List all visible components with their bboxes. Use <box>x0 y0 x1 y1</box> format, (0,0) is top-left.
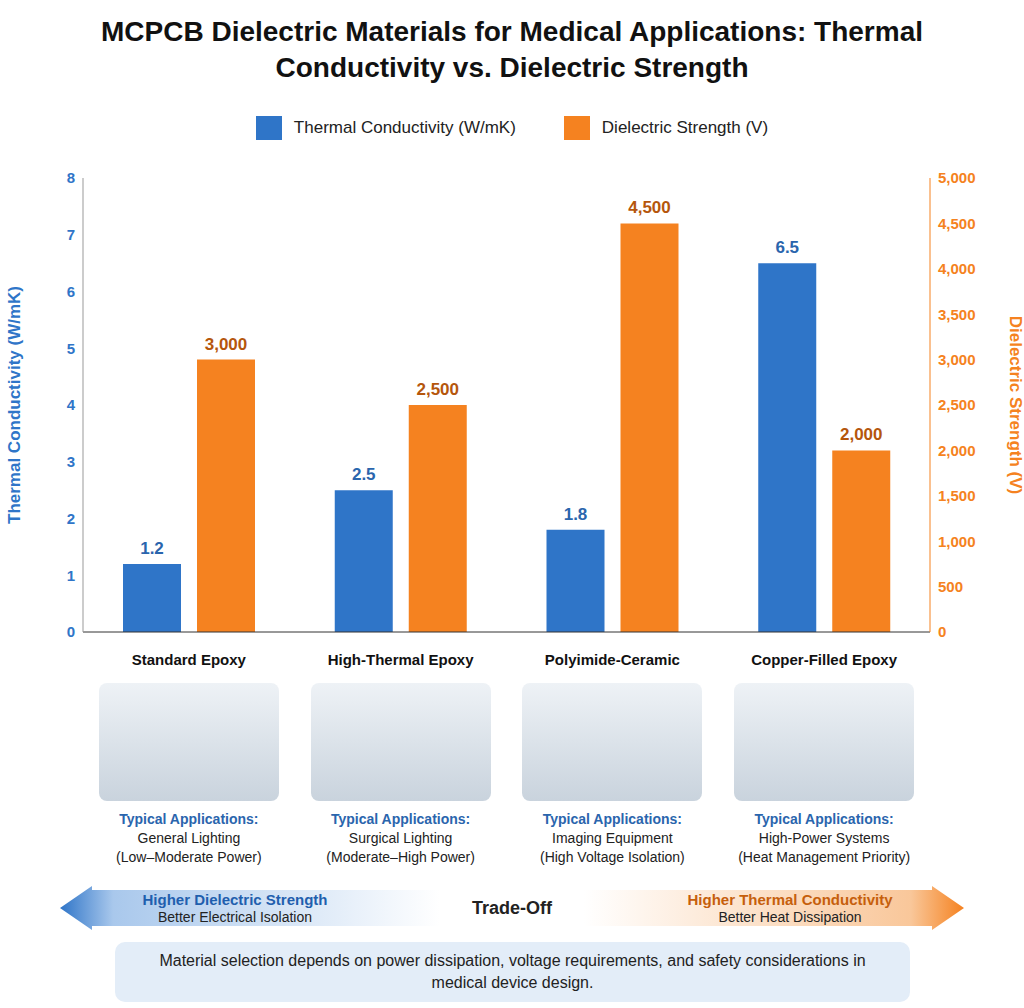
svg-text:4,500: 4,500 <box>938 215 976 232</box>
html-text:High-Power Systems: High-Power Systems <box>758 830 890 846</box>
svg-text:2,000: 2,000 <box>938 442 976 459</box>
html-text:MCPCB Dielectric Materials for: MCPCB Dielectric Materials for Medical A… <box>101 16 923 83</box>
html-text:Typical Applications:: Typical Applications: <box>754 811 894 827</box>
html-text:General Lighting: General Lighting <box>137 830 241 846</box>
svg-text:5,000: 5,000 <box>938 169 976 186</box>
html-text:Material selection depends on: Material selection depends on power diss… <box>159 952 866 991</box>
html-text:Dielectric Strength (V): Dielectric Strength (V) <box>601 118 769 137</box>
svg-text:3,000: 3,000 <box>205 335 248 354</box>
svg-text:Thermal Conductivity (W/mK): Thermal Conductivity (W/mK) <box>5 286 24 524</box>
svg-text:7: 7 <box>67 226 75 243</box>
html-text:Imaging Equipment: Imaging Equipment <box>552 830 673 846</box>
html-text:(Low–Moderate Power): (Low–Moderate Power) <box>116 849 262 865</box>
svg-text:3: 3 <box>67 453 75 470</box>
svg-text:Better Electrical Isolation: Better Electrical Isolation <box>158 909 312 925</box>
svg-text:1.2: 1.2 <box>140 539 164 558</box>
svg-text:1: 1 <box>67 567 75 584</box>
svg-text:Higher Thermal Conductivity: Higher Thermal Conductivity <box>687 891 893 908</box>
html-text:(High Voltage Isolation): (High Voltage Isolation) <box>540 849 685 865</box>
html-text:Thermal Conductivity (W/mK): Thermal Conductivity (W/mK) <box>293 118 516 137</box>
svg-text:Dielectric Strength (V): Dielectric Strength (V) <box>1006 316 1024 495</box>
svg-text:0: 0 <box>938 623 946 640</box>
svg-text:6.5: 6.5 <box>775 238 799 257</box>
svg-text:1.8: 1.8 <box>564 505 588 524</box>
html-text:Typical Applications:: Typical Applications: <box>542 811 682 827</box>
svg-text:Higher Dielectric Strength: Higher Dielectric Strength <box>142 891 327 908</box>
svg-text:2,500: 2,500 <box>416 380 459 399</box>
html-text:Surgical Lighting: Surgical Lighting <box>348 830 453 846</box>
svg-text:3,500: 3,500 <box>938 306 976 323</box>
svg-text:0: 0 <box>67 623 75 640</box>
svg-text:8: 8 <box>67 169 75 186</box>
html-text:(Moderate–High Power): (Moderate–High Power) <box>326 849 475 865</box>
svg-text:1,500: 1,500 <box>938 487 976 504</box>
svg-text:1,000: 1,000 <box>938 533 976 550</box>
svg-text:High-Thermal Epoxy: High-Thermal Epoxy <box>328 651 475 668</box>
svg-text:4: 4 <box>67 396 76 413</box>
svg-text:2.5: 2.5 <box>352 465 376 484</box>
svg-text:3,000: 3,000 <box>938 351 976 368</box>
svg-text:5: 5 <box>67 340 75 357</box>
svg-text:2,000: 2,000 <box>840 425 883 444</box>
svg-text:2,500: 2,500 <box>938 396 976 413</box>
svg-text:Standard Epoxy: Standard Epoxy <box>132 651 247 668</box>
svg-text:Better Heat Dissipation: Better Heat Dissipation <box>718 909 861 925</box>
svg-text:Trade-Off: Trade-Off <box>472 898 553 918</box>
svg-text:500: 500 <box>938 578 963 595</box>
svg-text:4,500: 4,500 <box>628 198 671 217</box>
svg-text:Copper-Filled Epoxy: Copper-Filled Epoxy <box>751 651 898 668</box>
html-text:Typical Applications:: Typical Applications: <box>119 811 259 827</box>
html-text:Typical Applications:: Typical Applications: <box>331 811 471 827</box>
svg-text:4,000: 4,000 <box>938 260 976 277</box>
svg-text:6: 6 <box>67 283 75 300</box>
html-text:(Heat Management Priority): (Heat Management Priority) <box>738 849 911 865</box>
svg-text:2: 2 <box>67 510 75 527</box>
svg-text:Polyimide-Ceramic: Polyimide-Ceramic <box>545 651 680 668</box>
